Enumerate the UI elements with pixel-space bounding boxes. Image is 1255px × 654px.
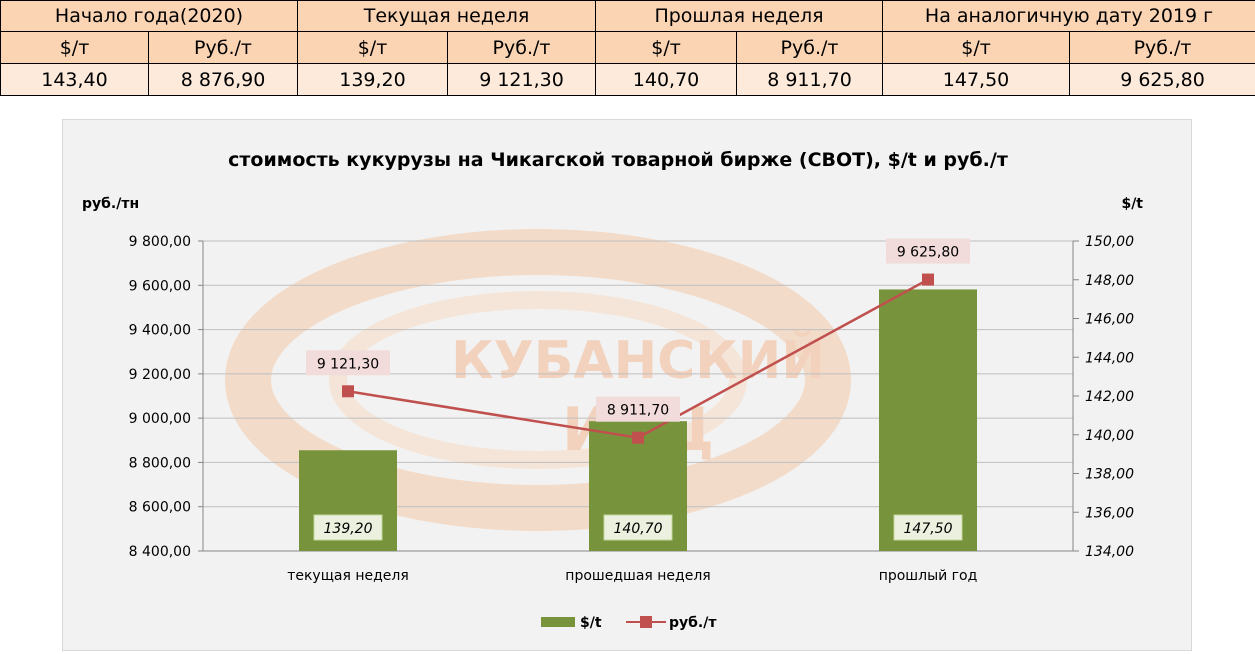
right-tick-label: 148,00 <box>1085 273 1134 289</box>
category-label: текущая неделя <box>287 568 409 584</box>
left-tick-label: 9 400,00 <box>129 323 191 339</box>
left-tick-label: 9 800,00 <box>129 234 191 250</box>
unit-cell: $/т <box>0 31 149 64</box>
unit-cell: Руб./т <box>148 31 298 64</box>
legend: $/t руб./т <box>541 615 717 631</box>
bar <box>879 289 977 551</box>
chart-title: стоимость кукурузы на Чикагской товарной… <box>228 149 1008 171</box>
watermark-line-1: КУБАНСКИЙ <box>451 330 825 391</box>
right-tick-label: 140,00 <box>1085 428 1134 444</box>
unit-cell: Руб./т <box>1069 31 1255 64</box>
value-cell: 140,70 <box>595 63 738 96</box>
left-axis: 8 400,00 8 600,00 8 800,00 9 000,00 9 200,00… <box>129 234 204 560</box>
table-units-row: $/т Руб./т $/т Руб./т $/т Руб./т $/т Руб… <box>0 31 1255 64</box>
right-tick-label: 150,00 <box>1085 234 1134 250</box>
bar-data-label: 140,70 <box>614 521 663 537</box>
line-marker <box>342 385 354 398</box>
line-label-box <box>886 238 970 264</box>
right-tick-label: 134,00 <box>1085 544 1134 560</box>
left-tick-label: 9 200,00 <box>129 367 191 383</box>
category-axis: текущая неделя прошедшая неделя прошлый го… <box>287 568 977 584</box>
value-cell: 143,40 <box>0 63 149 96</box>
left-axis-label: руб./тн <box>82 196 139 212</box>
left-tick-label: 9 600,00 <box>129 278 191 294</box>
bar-data-label: 147,50 <box>904 521 953 537</box>
watermark-logo: КУБАНСКИЙ ИАЦ <box>225 229 851 531</box>
chart-area: КУБАНСКИЙ ИАЦ стоимость кукурузы на Чика… <box>62 119 1192 651</box>
bar-label-box <box>893 514 963 541</box>
value-cell: 8 876,90 <box>148 63 298 96</box>
right-axis-label: $/t <box>1121 196 1143 212</box>
value-cell: 8 911,70 <box>736 63 884 96</box>
header-cell: Текущая неделя <box>296 0 597 32</box>
category-label: прошлый год <box>879 568 978 584</box>
unit-cell: Руб./т <box>736 31 884 64</box>
right-axis: 134,00 136,00 138,00 140,00 142,00 144,00 146,… <box>1072 234 1134 560</box>
header-cell: На аналогичную дату 2019 г <box>882 0 1255 32</box>
left-tick-label: 8 400,00 <box>129 544 191 560</box>
line-marker <box>922 273 934 286</box>
category-label: прошедшая неделя <box>565 568 710 584</box>
left-tick-label: 8 600,00 <box>129 500 191 516</box>
unit-cell: $/т <box>297 31 448 64</box>
line-marker <box>632 431 644 444</box>
bar-data-label: 139,20 <box>324 521 373 537</box>
right-tick-label: 146,00 <box>1085 312 1134 328</box>
bar-label-box <box>313 514 383 541</box>
table-header-row: Начало года(2020) Текущая неделя Прошлая… <box>0 0 1255 32</box>
right-tick-label: 138,00 <box>1085 467 1134 483</box>
legend-swatch-bar <box>541 617 575 627</box>
unit-cell: $/т <box>882 31 1071 64</box>
price-table: Начало года(2020) Текущая неделя Прошлая… <box>0 0 1255 96</box>
table-values-row: 143,40 8 876,90 139,20 9 121,30 140,70 8… <box>0 63 1255 96</box>
right-tick-label: 144,00 <box>1085 350 1134 366</box>
right-tick-label: 142,00 <box>1085 389 1134 405</box>
line-data-label: 9 625,80 <box>897 245 959 261</box>
value-cell: 139,20 <box>297 63 448 96</box>
unit-cell: Руб./т <box>446 31 597 64</box>
value-cell: 147,50 <box>882 63 1071 96</box>
value-cell: 9 121,30 <box>446 63 597 96</box>
right-tick-label: 136,00 <box>1085 505 1134 521</box>
line-data-label: 8 911,70 <box>607 403 669 419</box>
header-cell: Прошлая неделя <box>595 0 884 32</box>
line-data-label: 9 121,30 <box>317 356 379 372</box>
left-tick-label: 9 000,00 <box>129 411 191 427</box>
corn-price-chart: КУБАНСКИЙ ИАЦ стоимость кукурузы на Чика… <box>82 149 1143 631</box>
unit-cell: $/т <box>595 31 738 64</box>
left-tick-label: 8 800,00 <box>129 455 191 471</box>
line-series: 9 121,30 8 911,70 9 625,80 <box>306 238 970 444</box>
line-label-box <box>306 350 390 376</box>
header-cell: Начало года(2020) <box>0 0 298 32</box>
line-label-box <box>596 396 680 422</box>
legend-swatch-marker <box>640 616 652 628</box>
value-cell: 9 625,80 <box>1069 63 1255 96</box>
bar-label-box <box>603 514 673 541</box>
legend-label-line: руб./т <box>669 615 717 631</box>
legend-label-bar: $/t <box>580 615 602 631</box>
